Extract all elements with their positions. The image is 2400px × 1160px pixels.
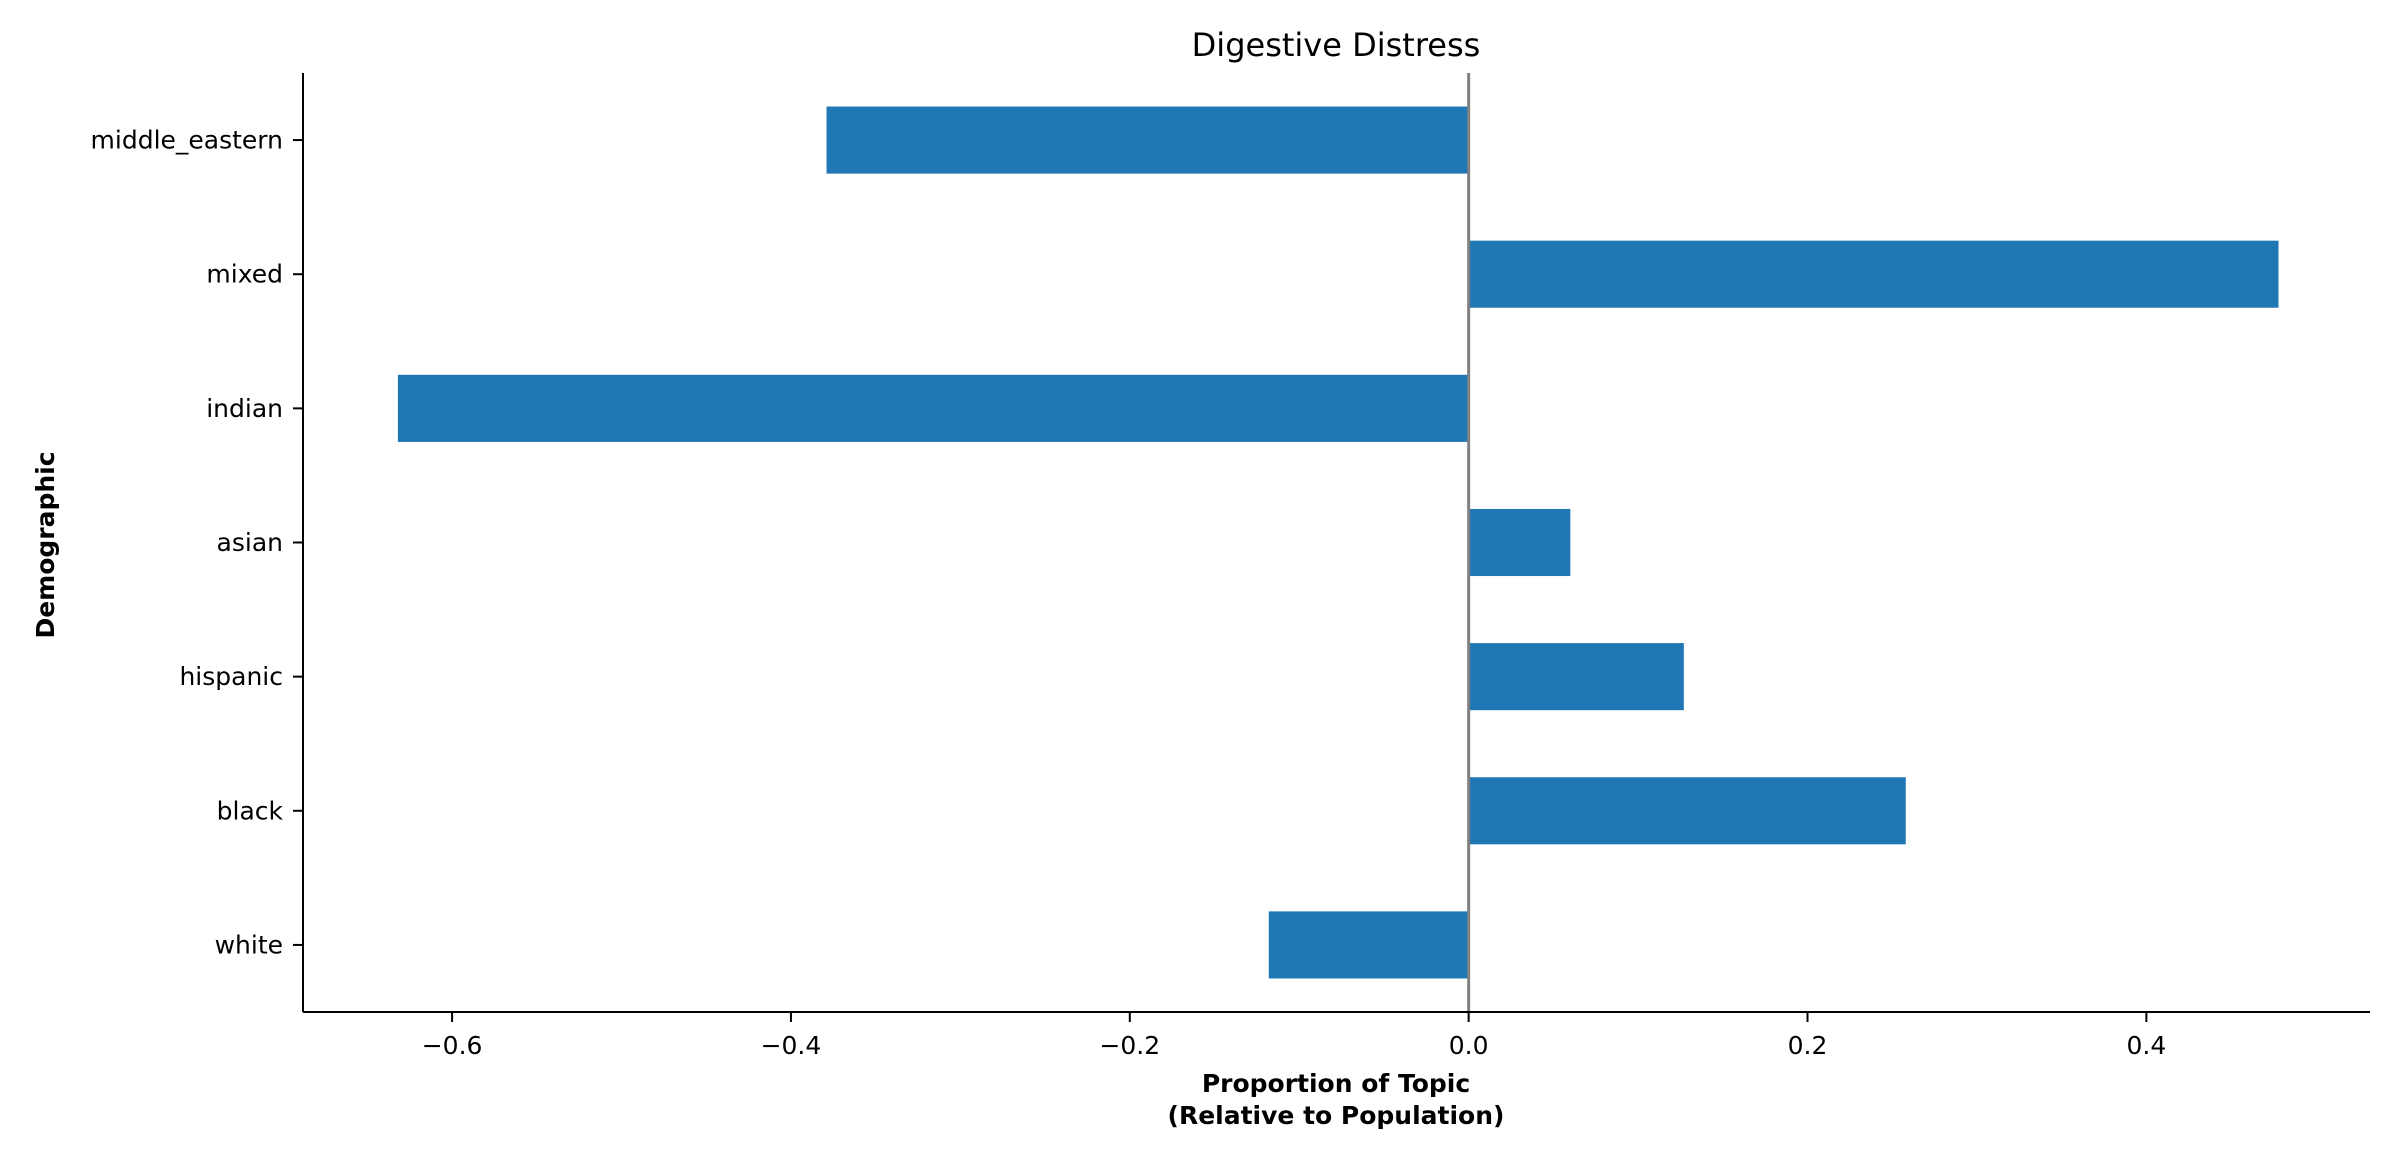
x-axis-label-line1: Proportion of Topic [1202,1069,1470,1098]
bar-black [1468,777,1906,845]
y-axis-label: Demographic [31,451,60,638]
bar-indian [397,374,1469,442]
chart-title: Digestive Distress [1192,26,1481,64]
y-tick-label: black [217,796,284,825]
bar-white [1268,911,1469,979]
x-tick-label: −0.4 [761,1031,822,1060]
x-axis-label-line2: (Relative to Population) [1168,1101,1505,1130]
x-tick-label: −0.6 [422,1031,483,1060]
y-tick-label: white [215,930,283,959]
y-tick-label: hispanic [179,662,283,691]
y-tick-label: indian [206,394,283,423]
x-ticks-group: −0.6 −0.4 −0.2 0.0 0.2 0.4 [422,1012,2166,1060]
y-ticks-group: white black hispanic asian indian mixed middle… [91,126,303,959]
y-tick-label: asian [217,528,283,557]
bar-mixed [1468,240,2279,308]
bars-group [397,106,2279,979]
x-tick-label: 0.4 [2126,1031,2166,1060]
x-tick-label: −0.2 [1099,1031,1160,1060]
bar-asian [1468,508,1571,577]
bar-middle-eastern [826,106,1469,174]
y-tick-label: middle_eastern [91,126,283,155]
x-tick-label: 0.0 [1449,1031,1489,1060]
bar-hispanic [1468,643,1684,711]
x-tick-label: 0.2 [1788,1031,1828,1060]
y-tick-label: mixed [206,260,283,289]
